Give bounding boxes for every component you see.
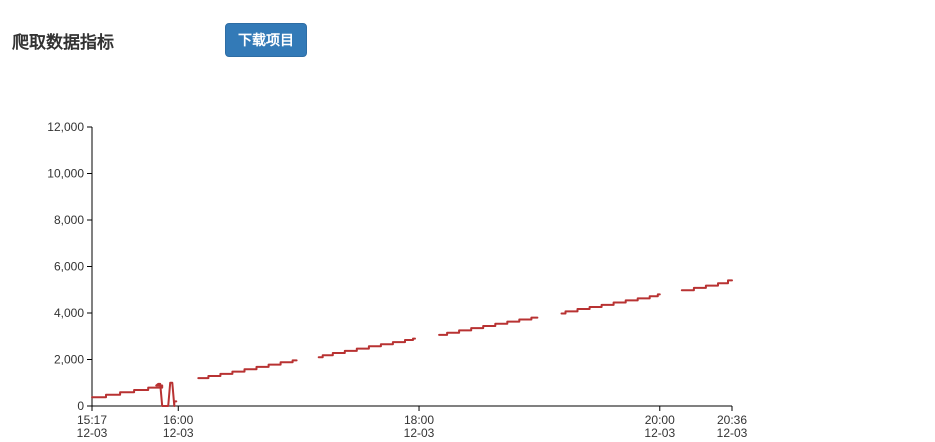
y-tick-label: 10,000: [47, 167, 84, 181]
y-tick-label: 2,000: [54, 353, 84, 367]
x-tick-date-label: 12-03: [717, 426, 748, 440]
download-project-button[interactable]: 下载项目: [225, 23, 307, 57]
x-tick-date-label: 12-03: [163, 426, 194, 440]
x-tick-date-label: 12-03: [404, 426, 435, 440]
y-tick-label: 0: [77, 399, 84, 413]
x-tick-time-label: 15:17: [77, 413, 107, 427]
y-tick-label: 12,000: [47, 120, 84, 134]
x-tick-time-label: 16:00: [163, 413, 193, 427]
series-line-segment: [560, 293, 661, 315]
page-title: 爬取数据指标: [12, 33, 114, 53]
y-axis: 0 2,000 4,000 6,000 8,000 10,000 12,000: [47, 120, 93, 413]
series-line-segment: [680, 279, 733, 292]
y-tick-label: 4,000: [54, 306, 84, 320]
x-tick-date-label: 12-03: [644, 426, 675, 440]
y-tick-label: 6,000: [54, 260, 84, 274]
y-tick-label: 8,000: [54, 213, 84, 227]
x-axis: 15:1712-0316:0012-0318:0012-0320:0012-03…: [77, 405, 748, 440]
x-tick-time-label: 18:00: [404, 413, 434, 427]
series-line-segment: [317, 337, 416, 359]
x-tick-time-label: 20:36: [717, 413, 747, 427]
x-tick-date-label: 12-03: [77, 426, 108, 440]
series-lines: [91, 279, 733, 407]
series-line-segment: [438, 316, 539, 336]
x-tick-time-label: 20:00: [645, 413, 675, 427]
series-line-segment: [197, 359, 298, 380]
series-line-segment: [91, 381, 178, 407]
